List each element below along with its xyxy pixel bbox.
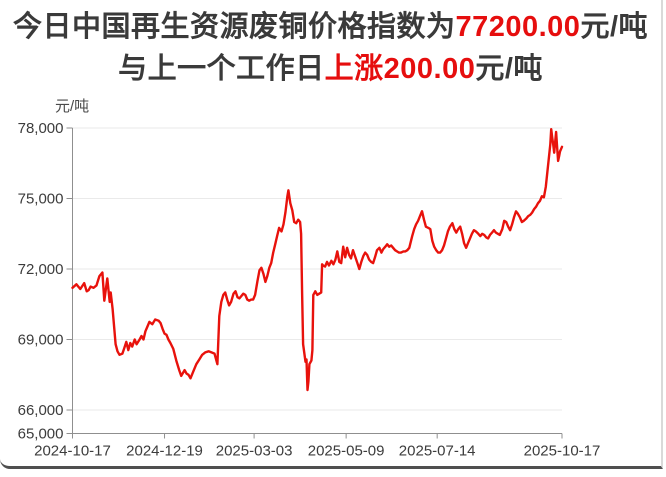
price-line-chart: 78,00075,00072,00069,00066,00065,0002024… (18, 120, 601, 460)
headline-line1: 今日中国再生资源废铜价格指数为77200.00元/吨 (0, 6, 661, 48)
x-tick-label: 2025-05-09 (308, 443, 385, 460)
y-axis-unit-label: 元/吨 (55, 98, 90, 115)
price-index-value: 77200.00 (455, 11, 581, 43)
headline-line2-prefix: 与上一个工作日 (118, 53, 325, 85)
y-tick-label: 65,000 (18, 426, 64, 443)
headline-line1-unit: 元/吨 (580, 11, 649, 43)
headline-line2-unit: 元/吨 (475, 53, 543, 85)
headline: 今日中国再生资源废铜价格指数为77200.00元/吨 与上一个工作日上涨200.… (0, 6, 661, 90)
y-tick-label: 66,000 (18, 402, 64, 419)
x-tick-label: 2025-10-17 (524, 443, 601, 460)
headline-line1-prefix: 今日中国再生资源废铜价格指数为 (12, 11, 456, 43)
y-tick-label: 75,000 (18, 191, 64, 208)
x-tick-label: 2025-03-03 (216, 443, 293, 460)
y-tick-label: 72,000 (18, 261, 64, 278)
x-tick-label: 2024-12-19 (126, 443, 203, 460)
x-tick-label: 2024-10-17 (34, 443, 111, 460)
x-tick-label: 2025-07-14 (399, 443, 476, 460)
price-change-value: 上涨200.00 (324, 53, 476, 85)
y-tick-label: 78,000 (18, 120, 64, 137)
report-window: 今日中国再生资源废铜价格指数为77200.00元/吨 与上一个工作日上涨200.… (0, 0, 663, 469)
y-tick-label: 69,000 (18, 332, 64, 349)
price-series-line (71, 127, 564, 392)
headline-line2: 与上一个工作日上涨200.00元/吨 (0, 48, 661, 90)
